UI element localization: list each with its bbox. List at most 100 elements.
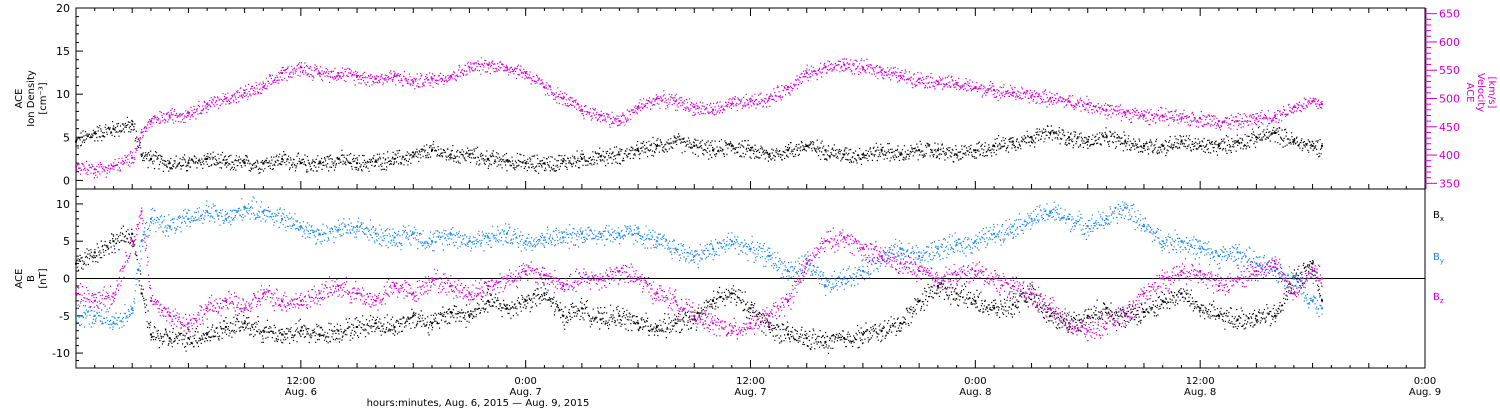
- bz-point: [1217, 284, 1220, 287]
- by-point: [955, 243, 958, 246]
- bz-point: [187, 322, 190, 325]
- bx-point: [580, 307, 583, 310]
- bz-point: [1124, 314, 1127, 317]
- velocity-point: [430, 77, 433, 80]
- bz-point: [1199, 270, 1202, 273]
- bz-point: [1068, 322, 1071, 325]
- density-point: [1292, 140, 1295, 143]
- velocity-point: [655, 97, 658, 100]
- velocity-point: [149, 120, 152, 123]
- density-point: [449, 153, 452, 156]
- bx-point: [1236, 318, 1239, 321]
- by-point: [243, 206, 246, 209]
- density-point: [786, 149, 789, 152]
- legend-entry: By: [1433, 252, 1444, 265]
- density-point: [374, 160, 377, 163]
- by-point: [1011, 225, 1014, 228]
- density-point: [393, 157, 396, 160]
- velocity-point: [412, 80, 415, 83]
- density-point: [93, 131, 96, 134]
- by-point: [655, 240, 658, 243]
- bz-point: [131, 240, 134, 243]
- bz-point: [693, 314, 696, 317]
- bx-point: [224, 325, 227, 328]
- bz-point: [861, 247, 864, 250]
- bz-point: [524, 270, 527, 273]
- x-tick-date-label: Aug. 8: [1184, 387, 1216, 398]
- bx-point: [299, 329, 302, 332]
- bx-point: [730, 292, 733, 295]
- bz-point: [843, 236, 846, 239]
- by-point: [1320, 307, 1323, 310]
- bx-point: [618, 314, 621, 317]
- velocity-point: [262, 86, 265, 89]
- bx-point: [430, 322, 433, 325]
- bx-point: [1142, 311, 1145, 314]
- velocity-point: [224, 97, 227, 100]
- by-point: [1199, 247, 1202, 250]
- by-point: [993, 232, 996, 235]
- by-point: [1049, 210, 1052, 213]
- density-point: [618, 153, 621, 156]
- bz-point: [1161, 277, 1164, 280]
- bz-point: [393, 284, 396, 287]
- velocity-point: [75, 165, 77, 168]
- density-point: [356, 162, 359, 165]
- bz-point: [936, 277, 939, 280]
- bz-point: [224, 299, 227, 302]
- density-point: [637, 149, 640, 152]
- bz-point: [412, 292, 415, 295]
- by-point: [449, 232, 452, 235]
- velocity-axis-label: Velocity: [1475, 73, 1486, 112]
- bz-point: [1142, 292, 1145, 295]
- by-point: [768, 255, 771, 258]
- bz-point: [805, 262, 808, 265]
- velocity-point: [1142, 114, 1145, 117]
- density-point: [1180, 140, 1183, 143]
- x-tick-date-label: Aug. 7: [734, 387, 766, 398]
- density-point: [1311, 144, 1314, 147]
- density-point: [224, 162, 227, 165]
- bx-point: [412, 314, 415, 317]
- density-point: [75, 140, 77, 143]
- bz-point: [1049, 307, 1052, 310]
- velocity-axis-label: ACE: [1464, 83, 1475, 103]
- density-y-tick-label: 10: [56, 88, 70, 101]
- x-tick-label: 12:00: [286, 376, 315, 387]
- bx-point: [206, 333, 209, 336]
- velocity-point: [168, 114, 171, 117]
- bz-point: [1255, 270, 1258, 273]
- density-point: [412, 155, 415, 158]
- bz-point: [299, 299, 302, 302]
- bz-point: [543, 273, 546, 276]
- bz-point: [899, 262, 902, 265]
- by-point: [337, 229, 340, 232]
- bz-point: [1274, 262, 1277, 265]
- by-point: [140, 240, 143, 243]
- by-point: [393, 236, 396, 239]
- density-point: [1255, 136, 1258, 139]
- velocity-point: [393, 74, 396, 77]
- bx-point: [936, 284, 939, 287]
- bz-point: [1292, 292, 1295, 295]
- by-point: [487, 236, 490, 239]
- by-scatter: [76, 196, 1323, 331]
- by-point: [149, 217, 152, 220]
- bx-point: [524, 299, 527, 302]
- by-point: [1161, 240, 1164, 243]
- by-point: [524, 240, 527, 243]
- bz-scatter: [76, 207, 1323, 342]
- bz-point: [955, 273, 958, 276]
- density-point: [1011, 140, 1014, 143]
- velocity-point: [337, 72, 340, 75]
- bx-point: [786, 333, 789, 336]
- bx-point: [1311, 262, 1314, 265]
- density-point: [768, 153, 771, 156]
- density-point: [468, 153, 471, 156]
- velocity-point: [356, 74, 359, 77]
- by-point: [693, 255, 696, 258]
- density-point: [955, 153, 958, 156]
- velocity-point: [1011, 91, 1014, 94]
- by-point: [1236, 251, 1239, 254]
- bx-point: [543, 292, 546, 295]
